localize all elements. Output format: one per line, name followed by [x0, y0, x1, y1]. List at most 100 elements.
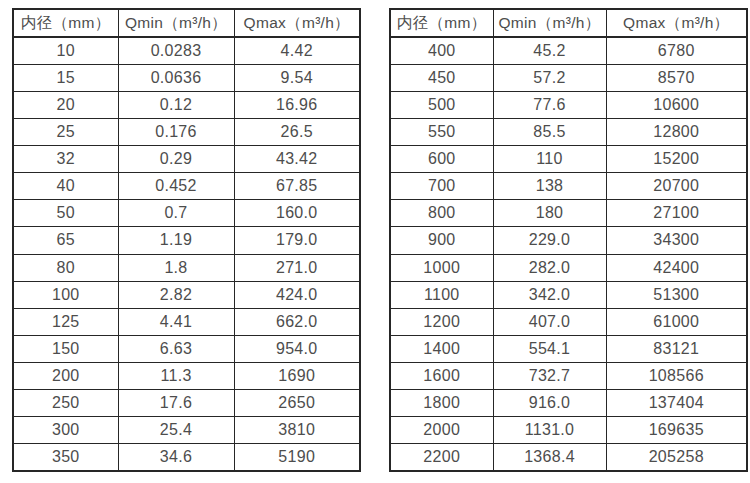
- qmin-cell: 25.4: [118, 417, 234, 444]
- qmin-cell: 1.8: [118, 254, 234, 281]
- qmin-cell: 17.6: [118, 390, 234, 417]
- qmin-cell: 732.7: [493, 363, 606, 390]
- diameter-cell: 300: [13, 417, 118, 444]
- diameter-cell: 65: [13, 227, 118, 254]
- qmin-cell: 1368.4: [493, 444, 606, 471]
- diameter-cell: 900: [390, 227, 493, 254]
- qmax-cell: 51300: [606, 281, 747, 308]
- qmax-cell: 108566: [606, 363, 747, 390]
- qmin-cell: 45.2: [493, 37, 606, 64]
- table-row: 55085.512800: [390, 118, 747, 145]
- diameter-cell: 50: [13, 200, 118, 227]
- table-row: 1800916.0137404: [390, 390, 747, 417]
- qmin-cell: 282.0: [493, 254, 606, 281]
- table-row: 80018027100: [390, 200, 747, 227]
- qmax-cell: 34300: [606, 227, 747, 254]
- table-row: 40045.26780: [390, 37, 747, 64]
- table-row: 801.8271.0: [13, 254, 360, 281]
- diameter-cell: 1400: [390, 335, 493, 362]
- qmax-cell: 160.0: [234, 200, 360, 227]
- table-row: 1400554.183121: [390, 335, 747, 362]
- qmax-cell: 424.0: [234, 281, 360, 308]
- table-row: 320.2943.42: [13, 146, 360, 173]
- qmax-cell: 42400: [606, 254, 747, 281]
- table-body: 100.02834.42150.06369.54200.1216.96250.1…: [13, 37, 360, 471]
- table-row: 25017.62650: [13, 390, 360, 417]
- table-row: 20001131.0169635: [390, 417, 747, 444]
- table-header: 内径（mm）Qmin（m³/h）Qmax（m³/h）: [13, 9, 360, 37]
- table-row: 70013820700: [390, 173, 747, 200]
- qmax-cell: 271.0: [234, 254, 360, 281]
- qmax-cell: 10600: [606, 91, 747, 118]
- qmin-cell: 554.1: [493, 335, 606, 362]
- qmin-cell: 0.12: [118, 91, 234, 118]
- diameter-cell: 150: [13, 335, 118, 362]
- qmin-cell: 57.2: [493, 64, 606, 91]
- qmin-cell: 0.7: [118, 200, 234, 227]
- qmin-cell: 0.176: [118, 118, 234, 145]
- diameter-cell: 80: [13, 254, 118, 281]
- diameter-cell: 2200: [390, 444, 493, 471]
- table-row: 20011.31690: [13, 363, 360, 390]
- diameter-cell: 125: [13, 308, 118, 335]
- header-row: 内径（mm）Qmin（m³/h）Qmax（m³/h）: [390, 9, 747, 37]
- qmin-cell: 77.6: [493, 91, 606, 118]
- qmin-cell: 11.3: [118, 363, 234, 390]
- table-row: 1000282.042400: [390, 254, 747, 281]
- diameter-cell: 1200: [390, 308, 493, 335]
- diameter-cell: 800: [390, 200, 493, 227]
- qmin-cell: 138: [493, 173, 606, 200]
- column-header: Qmax（m³/h）: [606, 9, 747, 37]
- table-row: 22001368.4205258: [390, 444, 747, 471]
- diameter-cell: 250: [13, 390, 118, 417]
- column-header: Qmax（m³/h）: [234, 9, 360, 37]
- column-header: 内径（mm）: [390, 9, 493, 37]
- qmax-cell: 20700: [606, 173, 747, 200]
- table-row: 1100342.051300: [390, 281, 747, 308]
- qmin-cell: 1.19: [118, 227, 234, 254]
- column-header: Qmin（m³/h）: [493, 9, 606, 37]
- diameter-cell: 550: [390, 118, 493, 145]
- qmin-cell: 4.41: [118, 308, 234, 335]
- qmax-cell: 61000: [606, 308, 747, 335]
- qmax-cell: 15200: [606, 146, 747, 173]
- table-row: 30025.43810: [13, 417, 360, 444]
- qmax-cell: 67.85: [234, 173, 360, 200]
- qmax-cell: 9.54: [234, 64, 360, 91]
- qmax-cell: 1690: [234, 363, 360, 390]
- qmin-cell: 916.0: [493, 390, 606, 417]
- diameter-cell: 25: [13, 118, 118, 145]
- diameter-cell: 1100: [390, 281, 493, 308]
- diameter-cell: 2000: [390, 417, 493, 444]
- qmin-cell: 34.6: [118, 444, 234, 471]
- diameter-cell: 450: [390, 64, 493, 91]
- qmax-cell: 954.0: [234, 335, 360, 362]
- header-row: 内径（mm）Qmin（m³/h）Qmax（m³/h）: [13, 9, 360, 37]
- qmin-cell: 2.82: [118, 281, 234, 308]
- diameter-cell: 40: [13, 173, 118, 200]
- diameter-cell: 20: [13, 91, 118, 118]
- qmin-cell: 0.0283: [118, 37, 234, 64]
- qmin-cell: 342.0: [493, 281, 606, 308]
- qmin-cell: 1131.0: [493, 417, 606, 444]
- table-row: 400.45267.85: [13, 173, 360, 200]
- table-row: 1600732.7108566: [390, 363, 747, 390]
- qmin-cell: 407.0: [493, 308, 606, 335]
- page: 内径（mm）Qmin（m³/h）Qmax（m³/h） 100.02834.421…: [0, 0, 750, 483]
- table-row: 100.02834.42: [13, 37, 360, 64]
- qmax-cell: 137404: [606, 390, 747, 417]
- table-row: 900229.034300: [390, 227, 747, 254]
- qmax-cell: 26.5: [234, 118, 360, 145]
- table-row: 150.06369.54: [13, 64, 360, 91]
- diameter-cell: 100: [13, 281, 118, 308]
- qmax-cell: 3810: [234, 417, 360, 444]
- table-row: 1506.63954.0: [13, 335, 360, 362]
- qmax-cell: 169635: [606, 417, 747, 444]
- table-row: 200.1216.96: [13, 91, 360, 118]
- qmax-cell: 16.96: [234, 91, 360, 118]
- table-row: 500.7160.0: [13, 200, 360, 227]
- qmin-cell: 0.0636: [118, 64, 234, 91]
- qmin-cell: 229.0: [493, 227, 606, 254]
- diameter-cell: 600: [390, 146, 493, 173]
- diameter-cell: 32: [13, 146, 118, 173]
